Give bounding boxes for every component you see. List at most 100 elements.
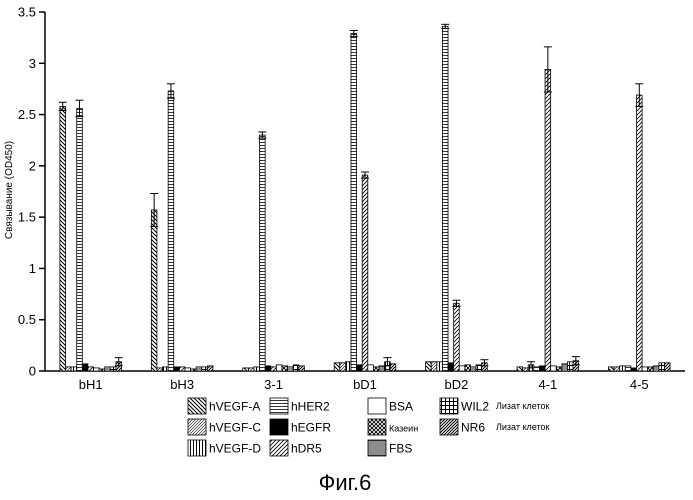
bar-bH3-hVEGF-A: [151, 210, 157, 371]
bar-bD1-NR6: [390, 364, 396, 371]
bar-bD1-hDR5: [362, 175, 368, 371]
bar-3-1-hDR5: [271, 367, 277, 371]
bar-bH1-FBS: [105, 367, 111, 371]
bar-bD2-hVEGF-C: [431, 362, 437, 371]
bar-bD1-FBS: [379, 366, 385, 371]
legend-label: WIL2: [461, 400, 489, 414]
legend-item-hVEGF-D: hVEGF-D: [188, 440, 261, 456]
x-tick-label: bH1: [79, 377, 103, 392]
bar-3-1-hEGFR: [265, 366, 271, 371]
y-tick-label: 2: [29, 158, 36, 173]
bar-bH1-hEGFR: [82, 364, 88, 371]
legend-label: hVEGF-A: [209, 400, 260, 414]
legend-label: BSA: [389, 400, 413, 414]
bar-4-5-hVEGF-C: [614, 367, 620, 371]
bar-4-5-hHER2: [625, 366, 631, 371]
legend-swatch: [188, 398, 206, 414]
bar-group-3-1: 3-1: [243, 132, 305, 392]
bar-bH3-hVEGF-D: [163, 367, 169, 371]
bar-3-1-FBS: [288, 367, 294, 371]
y-tick-label: 2.5: [18, 107, 36, 122]
bar-bH1-hDR5: [88, 367, 94, 371]
x-tick-label: 3-1: [264, 377, 283, 392]
bar-bD2-hVEGF-A: [426, 362, 432, 371]
bar-bD1-BSA: [368, 365, 374, 371]
bar-bH3-hEGFR: [174, 367, 180, 371]
legend-item-NR6: NR6Лизат клеток: [440, 419, 550, 435]
legend-item-hEGFR: hEGFR: [270, 419, 331, 435]
legend-item-Казеин: Казеин: [368, 419, 418, 435]
legend-note: Лизат клеток: [496, 401, 550, 411]
legend-swatch: [188, 440, 206, 456]
legend-label: NR6: [461, 421, 485, 435]
bar-3-1-hVEGF-D: [254, 367, 260, 371]
legend-swatch: [368, 398, 386, 414]
bar-bH3-FBS: [196, 367, 202, 371]
legend-label: hHER2: [291, 400, 330, 414]
legend-item-hHER2: hHER2: [270, 398, 330, 414]
legend-swatch: [440, 398, 458, 414]
bar-4-5-BSA: [642, 367, 648, 371]
x-tick-label: 4-1: [538, 377, 557, 392]
bar-bH1-BSA: [94, 368, 100, 371]
bar-bD2-Казеин: [465, 365, 471, 371]
bar-group-4-5: 4-5: [608, 84, 670, 392]
legend-label: hVEGF-C: [209, 421, 261, 435]
bar-4-5-hEGFR: [631, 368, 637, 371]
bar-bH1-hVEGF-A: [60, 106, 66, 371]
y-tick-label: 3.5: [18, 5, 36, 20]
bar-bD2-BSA: [459, 366, 465, 371]
bar-bH1-WIL2: [110, 367, 116, 371]
y-tick-label: 1.5: [18, 210, 36, 225]
legend-label: FBS: [389, 442, 412, 456]
bar-4-1-hHER2: [534, 367, 540, 371]
bar-bD1-hHER2: [351, 34, 357, 371]
legend-swatch: [368, 419, 386, 435]
bar-4-1-Казеин: [556, 367, 562, 371]
chart-legend: hVEGF-A hVEGF-C hVEGF-D hHER2 hEGFR hDR5 BSA Ка…: [188, 398, 550, 456]
legend-swatch: [188, 419, 206, 435]
legend-swatch: [368, 440, 386, 456]
y-axis-label: Связывание (OD450): [4, 141, 15, 239]
bar-4-5-FBS: [653, 366, 659, 371]
legend-swatch: [270, 419, 288, 435]
bar-4-5-hVEGF-A: [608, 367, 614, 371]
y-tick-label: 0: [29, 364, 36, 379]
bar-4-1-hEGFR: [539, 366, 545, 371]
y-tick-label: 3: [29, 56, 36, 71]
bar-bD1-hEGFR: [357, 365, 363, 371]
bar-bH3-NR6: [207, 366, 213, 371]
legend-item-hVEGF-A: hVEGF-A: [188, 398, 260, 414]
bar-bD1-hVEGF-C: [340, 363, 346, 371]
legend-swatch: [270, 398, 288, 414]
bar-group-4-1: 4-1: [517, 47, 580, 392]
bar-bH3-hDR5: [179, 367, 185, 371]
bar-group-bD2: bD2: [426, 24, 489, 392]
bar-3-1-WIL2: [293, 365, 299, 371]
bar-bH3-Казеин: [191, 369, 197, 371]
legend-label: hEGFR: [291, 421, 331, 435]
bar-bD2-hDR5: [454, 303, 460, 371]
bar-3-1-NR6: [299, 366, 305, 371]
bar-4-5-WIL2: [659, 363, 665, 371]
legend-item-hDR5: hDR5: [270, 440, 322, 456]
legend-swatch: [270, 440, 288, 456]
bar-bD1-Казеин: [373, 367, 379, 371]
bar-bD2-hEGFR: [448, 363, 454, 371]
x-tick-label: bD2: [444, 377, 468, 392]
figure-caption: Фиг.6: [319, 470, 372, 495]
bar-group-bD1: bD1: [334, 30, 396, 392]
bar-3-1-hVEGF-A: [243, 368, 249, 371]
bar-bD2-hHER2: [442, 26, 448, 371]
bar-4-1-FBS: [562, 364, 568, 371]
bar-group-bH1: bH1: [59, 100, 123, 392]
bar-bH3-BSA: [185, 368, 191, 371]
bar-bH3-WIL2: [202, 367, 208, 371]
bar-4-1-WIL2: [567, 362, 573, 371]
chart-bars: bH1bH33-1bD1bD24-14-5: [59, 24, 670, 392]
bar-bH1-hVEGF-C: [66, 367, 72, 371]
bar-bH1-hHER2: [77, 108, 83, 371]
legend-item-BSA: BSA: [368, 398, 413, 414]
bar-3-1-BSA: [276, 365, 282, 371]
